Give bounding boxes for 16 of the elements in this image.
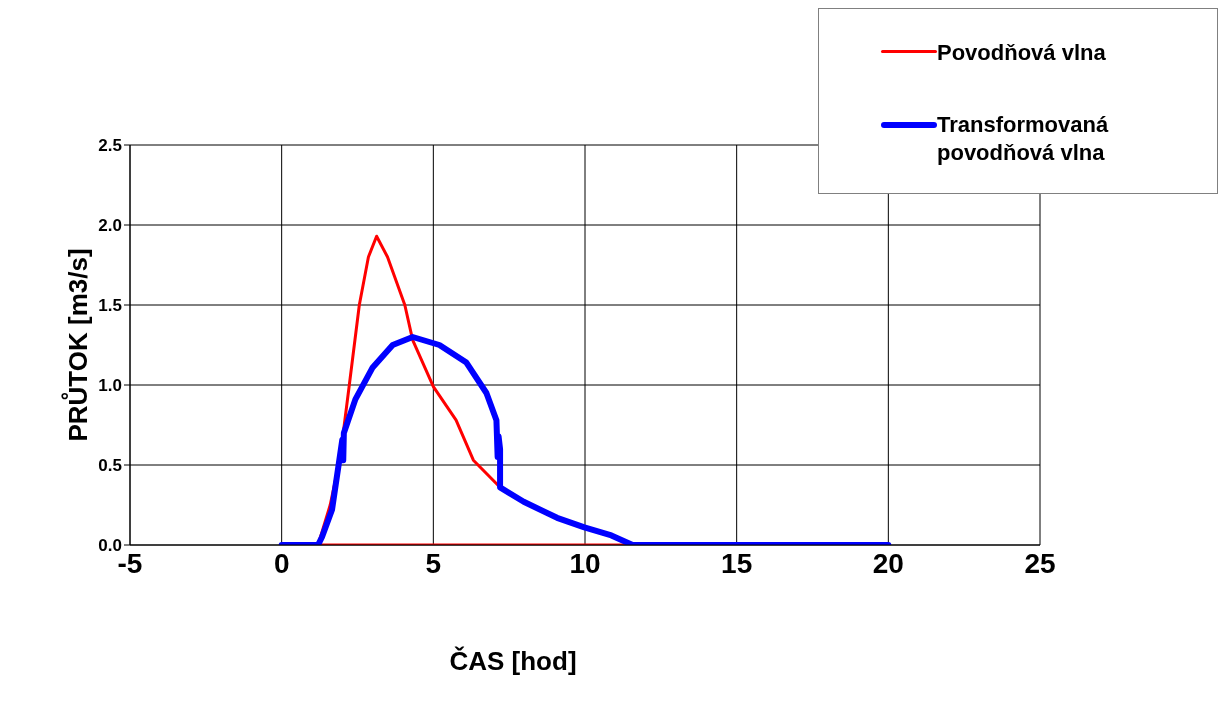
x-tick-label: 20 [872,547,904,579]
x-tick-label: 5 [425,547,442,579]
legend-label: Transformovaná povodňová vlna [937,111,1110,167]
x-tick-label: 15 [721,547,753,579]
x-tick-label: 10 [569,547,601,579]
y-tick-label: 2.5 [98,136,122,156]
y-tick-label: 1.5 [98,296,122,316]
y-tick-label: 2.0 [98,216,122,236]
x-tick-label: 25 [1024,547,1056,579]
y-axis-title: PRŮTOK [m3/s] [60,248,93,442]
y-tick-label: 1.0 [98,376,122,396]
y-tick-label: 0.5 [98,456,122,476]
legend-label: Povodňová vlna [937,39,1107,67]
y-tick-label: 0.0 [98,536,122,556]
x-axis-title: ČAS [hod] [449,645,577,676]
x-tick-label: 0 [273,547,290,579]
